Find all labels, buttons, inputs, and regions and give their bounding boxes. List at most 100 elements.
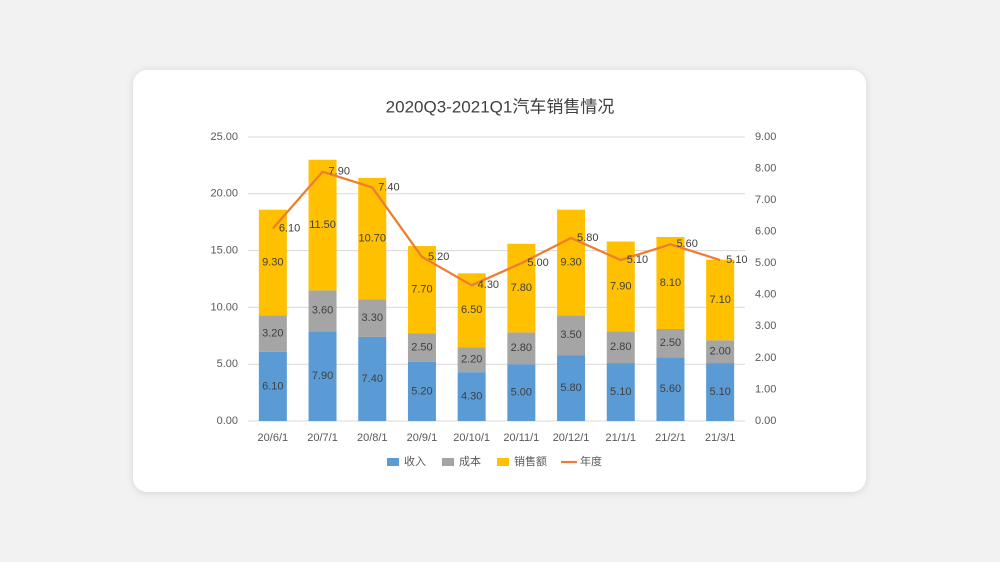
value-label: 3.60	[312, 305, 333, 317]
line-value-label: 5.60	[676, 238, 697, 250]
value-label: 9.30	[262, 256, 283, 268]
bar-segment	[656, 236, 685, 329]
value-label: 7.90	[312, 370, 333, 382]
bar-segment	[656, 357, 685, 421]
x-tick-label: 21/2/1	[655, 432, 686, 444]
y-tick-label: 0.00	[217, 415, 238, 427]
x-tick-label: 20/10/1	[453, 432, 490, 444]
value-label: 7.80	[511, 282, 532, 294]
bar-segment	[507, 364, 536, 421]
legend-label: 销售额	[514, 454, 547, 468]
bar-segment	[407, 361, 436, 421]
bar-segment	[407, 333, 436, 362]
y-tick-label: 25.00	[210, 131, 238, 143]
x-tick-label: 20/9/1	[407, 432, 438, 444]
value-label: 5.20	[411, 385, 432, 397]
line-value-label: 5.20	[428, 251, 449, 263]
legend-label: 成本	[459, 454, 481, 468]
value-label: 5.10	[610, 386, 631, 398]
line-value-label: 7.40	[378, 181, 399, 193]
x-tick-label: 20/7/1	[307, 432, 338, 444]
bar-segment	[407, 246, 436, 334]
bar-segment	[557, 315, 586, 356]
bar-segment	[358, 299, 387, 337]
value-label: 2.00	[709, 346, 730, 358]
value-label: 7.40	[362, 373, 383, 385]
y2-tick-label: 5.00	[755, 257, 776, 269]
y2-tick-label: 8.00	[755, 162, 776, 174]
bar-segment	[507, 332, 536, 365]
value-label: 7.10	[709, 294, 730, 306]
y2-tick-label: 7.00	[755, 194, 776, 206]
bar-segment	[606, 363, 635, 421]
line-value-label: 5.00	[527, 257, 548, 269]
y-tick-label: 15.00	[210, 245, 238, 257]
line-value-label: 5.10	[726, 254, 747, 266]
legend-label: 收入	[404, 454, 426, 468]
value-label: 2.20	[461, 354, 482, 366]
line-value-label: 4.30	[478, 279, 499, 291]
y2-tick-label: 4.00	[755, 289, 776, 301]
x-tick-label: 21/3/1	[705, 432, 736, 444]
legend-marker	[497, 458, 509, 466]
value-label: 4.30	[461, 390, 482, 402]
bar-segment	[258, 315, 287, 352]
bar-segment	[457, 347, 486, 373]
x-tick-label: 20/6/1	[258, 432, 289, 444]
bar-segment	[656, 328, 685, 358]
bar-segment	[308, 290, 337, 332]
y-tick-label: 10.00	[210, 301, 238, 313]
line-value-label: 6.10	[279, 222, 300, 234]
bar-segment	[557, 209, 586, 316]
value-label: 3.20	[262, 327, 283, 339]
bar-segment	[258, 351, 287, 421]
bar-segment	[606, 331, 635, 364]
x-tick-label: 20/11/1	[503, 432, 539, 444]
bar-segment	[308, 331, 337, 421]
value-label: 3.50	[560, 329, 581, 341]
line-value-label: 5.80	[577, 232, 598, 244]
bar-segment	[358, 177, 387, 300]
y2-tick-label: 3.00	[755, 320, 776, 332]
y-tick-label: 5.00	[217, 358, 238, 370]
bar-segment	[706, 363, 735, 421]
bar-segment	[557, 355, 586, 421]
value-label: 5.60	[660, 383, 681, 395]
y2-tick-label: 6.00	[755, 226, 776, 238]
value-label: 3.30	[362, 312, 383, 324]
value-label: 6.10	[262, 380, 283, 392]
y2-tick-label: 1.00	[755, 383, 776, 395]
x-tick-label: 20/8/1	[357, 432, 388, 444]
value-label: 6.50	[461, 304, 482, 316]
value-label: 2.80	[610, 341, 631, 353]
x-tick-label: 20/12/1	[553, 432, 590, 444]
value-label: 2.50	[411, 342, 432, 354]
y2-tick-label: 9.00	[755, 131, 776, 143]
bar-segment	[358, 336, 387, 421]
value-label: 11.50	[309, 219, 336, 231]
y2-tick-label: 2.00	[755, 352, 776, 364]
value-label: 2.50	[660, 337, 681, 349]
value-label: 5.80	[560, 382, 581, 394]
value-label: 7.90	[610, 280, 631, 292]
value-label: 5.00	[511, 387, 532, 399]
legend-marker	[442, 458, 454, 466]
line-series	[272, 170, 721, 287]
line-value-label: 5.10	[627, 254, 648, 266]
value-label: 2.80	[511, 342, 532, 354]
bar-segment	[706, 259, 735, 341]
bar-segment	[706, 340, 735, 364]
y-tick-label: 20.00	[210, 188, 238, 200]
value-label: 7.70	[411, 284, 432, 296]
x-tick-label: 21/1/1	[605, 432, 636, 444]
y2-tick-label: 0.00	[755, 415, 776, 427]
chart-title: 2020Q3-2021Q1汽车销售情况	[386, 97, 615, 116]
legend-label: 年度	[580, 454, 602, 468]
line-value-label: 7.90	[329, 166, 350, 178]
value-label: 8.10	[660, 277, 681, 289]
value-label: 9.30	[560, 256, 581, 268]
value-label: 10.70	[358, 233, 386, 245]
value-label: 5.10	[709, 386, 730, 398]
bar-segment	[457, 372, 486, 421]
